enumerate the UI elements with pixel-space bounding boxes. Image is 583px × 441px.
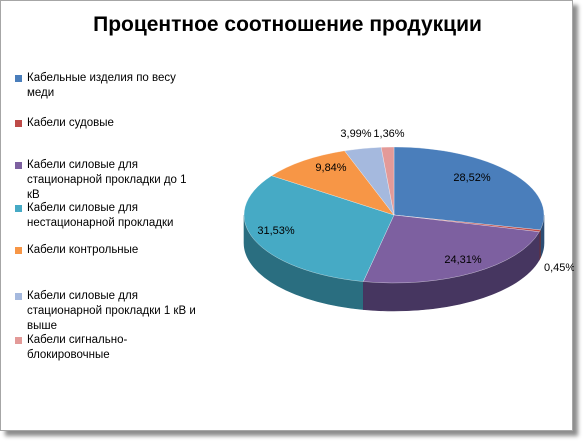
legend-swatch [15, 293, 22, 300]
legend-label: Кабели судовые [27, 117, 114, 129]
legend-swatch [15, 162, 22, 169]
legend-swatch [15, 247, 22, 254]
pie-slice [243, 175, 395, 282]
legend-swatch [15, 205, 22, 212]
legend-swatch [15, 75, 22, 82]
pie-chart: 28,52% 0,45% 24,31% 31,53% 9,84% 3,99% 1,36% [243, 128, 574, 312]
data-label: 1,36% [373, 128, 404, 140]
legend-label: Кабели сигнально-блокировочные [27, 334, 128, 361]
data-label: 0,45% [544, 262, 574, 274]
pie-slice [271, 150, 395, 216]
legend-label: Кабели силовые для стационарной прокладк… [27, 290, 196, 332]
data-label: 31,53% [257, 225, 295, 237]
data-label: 24,31% [444, 254, 482, 266]
legend-label: Кабели силовые для нестационарной прокла… [27, 202, 174, 229]
pie-slice [393, 146, 545, 231]
data-label: 3,99% [340, 128, 371, 140]
legend-label: Кабельные изделия по весу меди [27, 72, 176, 99]
pie-slice [362, 214, 540, 284]
data-label: 9,84% [315, 162, 346, 174]
chart-frame: Процентное соотношение продукции Кабельн… [0, 0, 574, 431]
legend-swatch [15, 337, 22, 344]
chart-title: Процентное соотношение продукции [93, 13, 482, 36]
pie-slice [380, 146, 395, 216]
legend-label: Кабели силовые для стационарной прокладк… [27, 159, 187, 201]
legend-swatch [15, 120, 22, 127]
data-label: 28,52% [453, 172, 491, 184]
legend-label: Кабели контрольные [27, 244, 139, 256]
